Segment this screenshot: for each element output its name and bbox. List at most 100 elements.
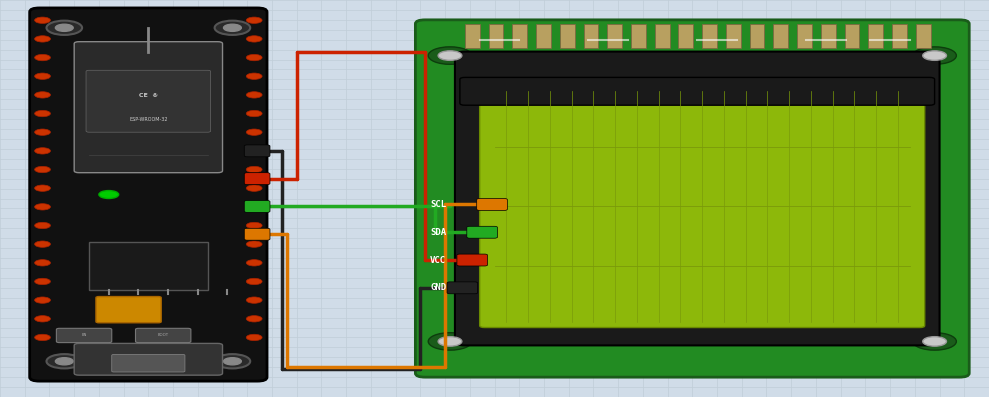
FancyBboxPatch shape (244, 200, 270, 212)
Circle shape (35, 54, 50, 61)
FancyBboxPatch shape (74, 42, 223, 173)
Bar (607, 24, 622, 48)
Circle shape (913, 47, 956, 64)
FancyBboxPatch shape (460, 77, 935, 105)
Circle shape (35, 166, 50, 173)
FancyBboxPatch shape (244, 173, 270, 185)
Bar (892, 24, 907, 48)
FancyBboxPatch shape (455, 52, 940, 345)
Circle shape (246, 260, 262, 266)
Circle shape (55, 358, 73, 365)
Circle shape (246, 17, 262, 23)
Bar (702, 24, 717, 48)
Circle shape (428, 47, 472, 64)
Circle shape (438, 51, 462, 60)
Circle shape (35, 73, 50, 79)
Circle shape (55, 24, 73, 31)
Circle shape (438, 337, 462, 346)
Bar (465, 24, 480, 48)
Bar (560, 24, 575, 48)
Circle shape (246, 278, 262, 285)
Bar (845, 24, 859, 48)
Circle shape (246, 54, 262, 61)
Bar (750, 24, 764, 48)
Circle shape (35, 185, 50, 191)
FancyBboxPatch shape (86, 70, 211, 132)
Circle shape (224, 24, 241, 31)
Bar (726, 24, 741, 48)
FancyBboxPatch shape (457, 254, 488, 266)
Bar (631, 24, 646, 48)
Circle shape (35, 222, 50, 229)
FancyBboxPatch shape (135, 328, 191, 343)
Circle shape (35, 241, 50, 247)
Text: SDA: SDA (430, 228, 446, 237)
Circle shape (923, 337, 946, 346)
Circle shape (35, 92, 50, 98)
Circle shape (246, 222, 262, 229)
Circle shape (35, 148, 50, 154)
FancyBboxPatch shape (112, 355, 185, 372)
Circle shape (35, 110, 50, 117)
Circle shape (246, 334, 262, 341)
Bar (868, 24, 883, 48)
Bar (584, 24, 598, 48)
Bar (512, 24, 527, 48)
Bar (536, 24, 551, 48)
Circle shape (46, 354, 82, 368)
Circle shape (46, 21, 82, 35)
Circle shape (246, 129, 262, 135)
Circle shape (246, 241, 262, 247)
Text: BOOT: BOOT (157, 333, 169, 337)
FancyBboxPatch shape (74, 343, 223, 375)
Circle shape (923, 51, 946, 60)
Bar (773, 24, 788, 48)
FancyBboxPatch shape (56, 328, 112, 343)
FancyBboxPatch shape (244, 145, 270, 157)
Circle shape (246, 73, 262, 79)
Bar (821, 24, 836, 48)
Circle shape (35, 17, 50, 23)
Circle shape (35, 316, 50, 322)
FancyBboxPatch shape (467, 226, 497, 238)
Circle shape (35, 36, 50, 42)
Text: CE  ®: CE ® (138, 93, 158, 98)
Circle shape (35, 278, 50, 285)
Circle shape (215, 21, 250, 35)
Text: SCL: SCL (430, 200, 446, 209)
Circle shape (428, 333, 472, 350)
Circle shape (246, 297, 262, 303)
Circle shape (246, 204, 262, 210)
Circle shape (224, 358, 241, 365)
Circle shape (246, 316, 262, 322)
Text: EN: EN (81, 333, 87, 337)
Circle shape (35, 204, 50, 210)
Bar (797, 24, 812, 48)
Text: ESP-WROOM-32: ESP-WROOM-32 (130, 117, 167, 121)
Text: VCC: VCC (430, 256, 446, 264)
Circle shape (913, 333, 956, 350)
Circle shape (246, 92, 262, 98)
FancyBboxPatch shape (244, 228, 270, 240)
Circle shape (246, 110, 262, 117)
Circle shape (35, 260, 50, 266)
Circle shape (35, 297, 50, 303)
Bar (655, 24, 670, 48)
Circle shape (99, 191, 119, 198)
Circle shape (35, 334, 50, 341)
Circle shape (246, 185, 262, 191)
FancyBboxPatch shape (480, 85, 925, 328)
Bar (916, 24, 931, 48)
FancyBboxPatch shape (415, 20, 969, 377)
FancyBboxPatch shape (96, 297, 161, 323)
Circle shape (246, 148, 262, 154)
FancyBboxPatch shape (477, 198, 507, 210)
Bar (678, 24, 693, 48)
Circle shape (246, 36, 262, 42)
Circle shape (35, 129, 50, 135)
Circle shape (246, 166, 262, 173)
Bar (89, 242, 208, 290)
FancyBboxPatch shape (447, 282, 478, 294)
Text: GND: GND (430, 283, 446, 292)
FancyBboxPatch shape (30, 8, 267, 381)
